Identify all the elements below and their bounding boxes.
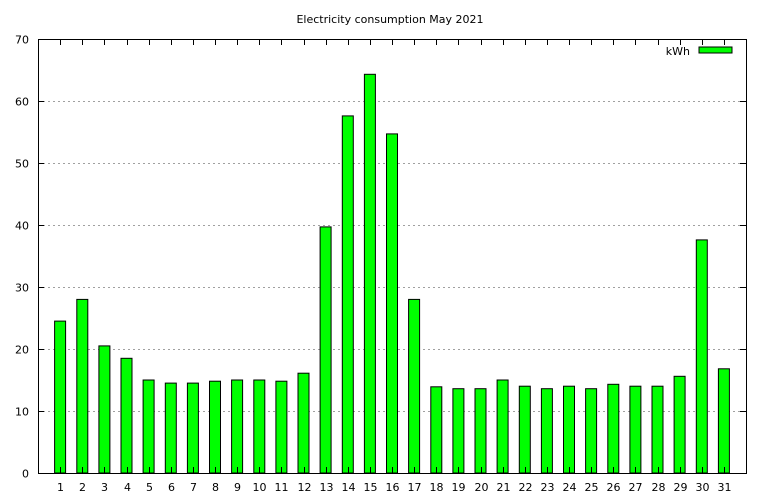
y-tick-label: 20 bbox=[15, 344, 29, 357]
bar-day-4 bbox=[120, 357, 133, 474]
x-tick-label: 1 bbox=[57, 481, 64, 494]
bar-day-20 bbox=[474, 388, 487, 474]
bar-day-30 bbox=[695, 239, 708, 474]
y-tick-label: 60 bbox=[15, 96, 29, 109]
bar-day-23 bbox=[540, 388, 553, 474]
bar-day-15 bbox=[363, 73, 376, 474]
bar-day-17 bbox=[408, 298, 421, 474]
bar-day-27 bbox=[629, 385, 642, 474]
bar-day-22 bbox=[518, 385, 531, 474]
x-tick-label: 2 bbox=[79, 481, 86, 494]
bar-day-26 bbox=[607, 383, 620, 474]
x-tick-label: 14 bbox=[342, 481, 356, 494]
bar-day-2 bbox=[76, 298, 89, 474]
bar-day-8 bbox=[209, 380, 221, 474]
x-tick-label: 21 bbox=[497, 481, 511, 494]
bar-day-1 bbox=[54, 320, 67, 474]
bar-day-14 bbox=[341, 115, 354, 474]
x-tick-label: 16 bbox=[386, 481, 400, 494]
x-tick-label: 28 bbox=[652, 481, 666, 494]
y-tick-label: 30 bbox=[15, 282, 29, 295]
x-tick-label: 9 bbox=[234, 481, 241, 494]
x-tick-label: 8 bbox=[212, 481, 219, 494]
bar-day-16 bbox=[386, 133, 398, 474]
y-tick-label: 50 bbox=[15, 158, 29, 171]
bars bbox=[54, 73, 730, 474]
bar-day-11 bbox=[275, 380, 288, 474]
bar-day-12 bbox=[297, 372, 310, 474]
x-tick-label: 7 bbox=[190, 481, 197, 494]
bar-day-31 bbox=[717, 368, 730, 474]
bar-day-21 bbox=[496, 379, 509, 474]
x-tick-label: 26 bbox=[607, 481, 621, 494]
bar-day-13 bbox=[319, 226, 332, 474]
bar-day-25 bbox=[585, 388, 598, 474]
y-tick-label: 70 bbox=[15, 34, 29, 47]
x-tick-label: 13 bbox=[320, 481, 334, 494]
y-tick-label: 0 bbox=[22, 468, 29, 481]
x-tick-label: 25 bbox=[585, 481, 599, 494]
bar-day-3 bbox=[98, 345, 111, 474]
x-tick-label: 11 bbox=[275, 481, 289, 494]
x-tick-label: 23 bbox=[541, 481, 555, 494]
x-tick-label: 6 bbox=[168, 481, 175, 494]
grid-lines bbox=[38, 101, 746, 412]
legend-swatch bbox=[698, 46, 733, 54]
bar-day-29 bbox=[673, 375, 686, 474]
bar-day-9 bbox=[231, 379, 244, 474]
x-tick-label: 31 bbox=[718, 481, 732, 494]
bar-day-7 bbox=[186, 382, 199, 474]
x-tick-label: 18 bbox=[430, 481, 444, 494]
bar-day-19 bbox=[452, 388, 465, 474]
x-tick-label: 22 bbox=[519, 481, 533, 494]
x-tick-label: 24 bbox=[563, 481, 577, 494]
bar-day-6 bbox=[164, 382, 177, 474]
x-tick-label: 19 bbox=[452, 481, 466, 494]
bar-day-28 bbox=[651, 385, 664, 474]
y-tick-label: 40 bbox=[15, 220, 29, 233]
x-tick-label: 15 bbox=[364, 481, 378, 494]
bar-day-24 bbox=[563, 385, 575, 474]
legend: kWh bbox=[666, 45, 733, 58]
bar-day-18 bbox=[430, 386, 443, 474]
x-tick-label: 4 bbox=[124, 481, 131, 494]
x-tick-label: 10 bbox=[253, 481, 267, 494]
legend-label: kWh bbox=[666, 45, 690, 58]
bar-day-10 bbox=[253, 379, 266, 474]
x-tick-label: 27 bbox=[629, 481, 643, 494]
bar-day-5 bbox=[142, 379, 155, 474]
x-tick-label: 12 bbox=[298, 481, 312, 494]
x-tick-label: 17 bbox=[408, 481, 422, 494]
x-tick-label: 20 bbox=[475, 481, 489, 494]
y-tick-label: 10 bbox=[15, 406, 29, 419]
chart-title: Electricity consumption May 2021 bbox=[296, 13, 483, 26]
x-tick-label: 29 bbox=[674, 481, 688, 494]
x-tick-label: 30 bbox=[696, 481, 710, 494]
x-tick-label: 3 bbox=[101, 481, 108, 494]
x-tick-label: 5 bbox=[146, 481, 153, 494]
